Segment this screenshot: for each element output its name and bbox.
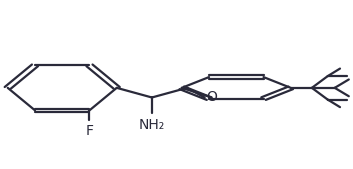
Text: F: F xyxy=(85,124,94,138)
Text: NH₂: NH₂ xyxy=(139,118,165,132)
Text: O: O xyxy=(207,90,217,104)
